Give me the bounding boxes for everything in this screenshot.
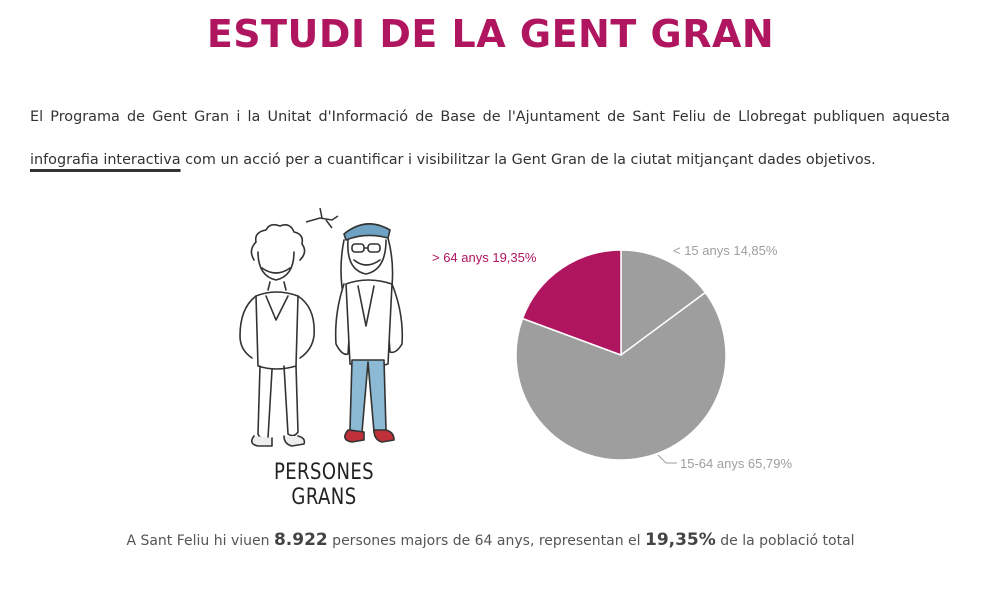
summary-text-2: persones majors de 64 anys, representan … [327,533,645,549]
elderly-couple-illustration [239,207,404,447]
intro-paragraph: El Programa de Gent Gran i la Unitat d'I… [30,96,950,181]
elderly-woman-icon [239,223,315,447]
elderly-count: 8.922 [273,530,328,550]
intro-text-end: com un acció per a cuantificar i visibil… [180,151,876,168]
pie-slice-0[interactable] [620,249,707,357]
summary-sentence: A Sant Feliu hi viuen 8.922 persones maj… [0,530,981,550]
pie-label-leader-1 [657,454,677,464]
summary-text-1: A Sant Feliu hi viuen [126,533,274,549]
population-pie-chart: < 15 anys 14,85% 15-64 anys 65,79% > 64 an… [432,243,792,471]
elderly-man-icon [334,223,404,443]
pie-label-2: > 64 anys 19,35% [432,250,537,265]
page-title: ESTUDI DE LA GENT GRAN [206,12,775,56]
pie-slice-1[interactable] [515,291,727,461]
pie-slice-2[interactable] [521,249,622,357]
pie-label-0: < 15 anys 14,85% [673,243,778,258]
elderly-percentage: 19,35% [644,530,716,550]
summary-text-3: de la població total [715,533,855,549]
intro-text-start: El Programa de Gent Gran i la Unitat d'I… [30,109,950,125]
infographic-link[interactable]: infografia interactiva [30,151,181,168]
illustration-caption: PERSONES GRANS [273,460,375,510]
bird-icon [305,207,339,229]
pie-label-1: 15-64 anys 65,79% [680,456,792,471]
